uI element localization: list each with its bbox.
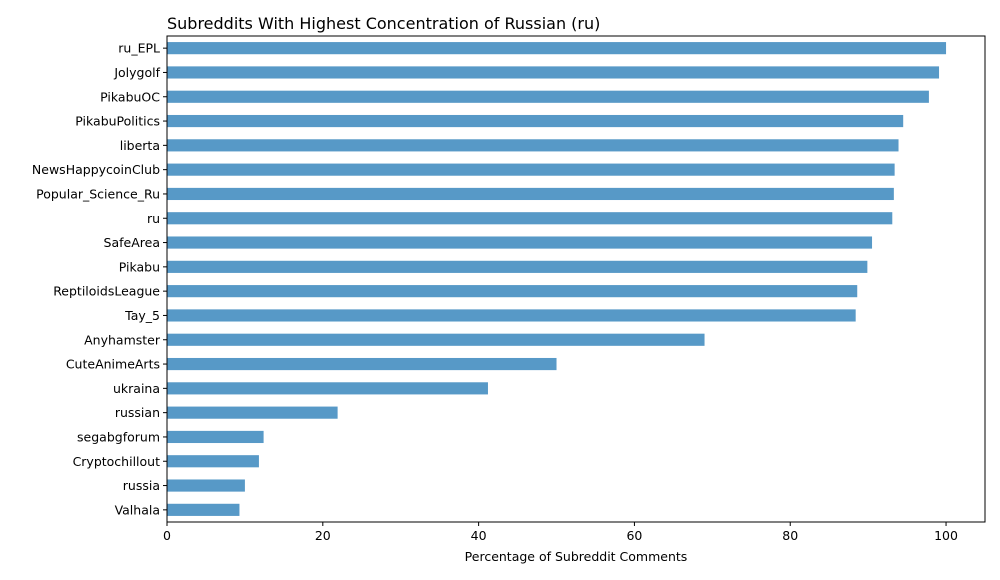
y-tick-label: russia: [123, 478, 160, 493]
y-tick-label: PikabuOC: [100, 89, 160, 104]
bar-Cryptochillout: [167, 455, 259, 468]
bar-ru_EPL: [167, 42, 947, 55]
y-tick-label: CuteAnimeArts: [66, 357, 160, 372]
bar-PikabuOC: [167, 90, 929, 103]
plot-frame: [166, 35, 986, 523]
y-tick-label: SafeArea: [104, 235, 160, 250]
axes-frame: [166, 35, 986, 523]
bar-Pikabu: [167, 260, 868, 273]
bar-Tay_5: [167, 309, 856, 322]
x-tick-label: 40: [471, 528, 487, 543]
y-tick-label: Tay_5: [124, 308, 160, 323]
x-axis-ticks: 0 20 40 60 80 100: [163, 522, 958, 543]
y-tick-label: ru_EPL: [118, 41, 160, 56]
y-tick-label: ukraina: [113, 381, 160, 396]
y-tick-label: NewsHappycoinClub: [32, 162, 160, 177]
y-tick-label: ru: [147, 211, 160, 226]
y-tick-label: russian: [115, 405, 160, 420]
bar-CuteAnimeArts: [167, 357, 557, 371]
x-tick-label: 60: [626, 528, 642, 543]
y-tick-labels: ru_EPL Jolygolf PikabuOC PikabuPolitics libe…: [32, 41, 167, 517]
bar-ukraina: [167, 382, 488, 395]
bar-PikabuPolitics: [167, 114, 904, 128]
bar-Anyhamster: [167, 333, 705, 346]
bar-Popular_Science_Ru: [167, 187, 894, 201]
x-tick-label: 0: [163, 528, 171, 543]
y-tick-label: Jolygolf: [113, 65, 160, 80]
bar-liberta: [167, 139, 899, 152]
y-tick-label: Anyhamster: [84, 332, 161, 347]
x-tick-label: 80: [782, 528, 798, 543]
chart-title: Subreddits With Highest Concentration of…: [167, 14, 600, 33]
y-tick-label: Popular_Science_Ru: [36, 186, 160, 201]
bar-NewsHappycoinClub: [167, 163, 895, 176]
bar-Jolygolf: [167, 66, 940, 79]
y-tick-label: Cryptochillout: [73, 454, 161, 469]
x-tick-label: 100: [934, 528, 958, 543]
bar-SafeArea: [167, 236, 873, 249]
y-tick-label: Pikabu: [119, 259, 160, 274]
bars-group: [167, 42, 947, 516]
y-tick-label: segabgforum: [77, 429, 160, 444]
y-tick-label: ReptiloidsLeague: [53, 284, 160, 299]
x-axis-label: Percentage of Subreddit Comments: [465, 549, 688, 564]
x-tick-label: 20: [315, 528, 331, 543]
y-tick-label: liberta: [120, 138, 160, 153]
bar-russian: [167, 406, 338, 419]
y-tick-label: Valhala: [115, 502, 160, 517]
bar-segabgforum: [167, 430, 264, 444]
bar-ReptiloidsLeague: [167, 285, 858, 298]
y-tick-label: PikabuPolitics: [75, 114, 160, 129]
bar-russia: [167, 479, 245, 492]
bar-Valhala: [167, 503, 240, 516]
bar-ru: [167, 212, 893, 225]
